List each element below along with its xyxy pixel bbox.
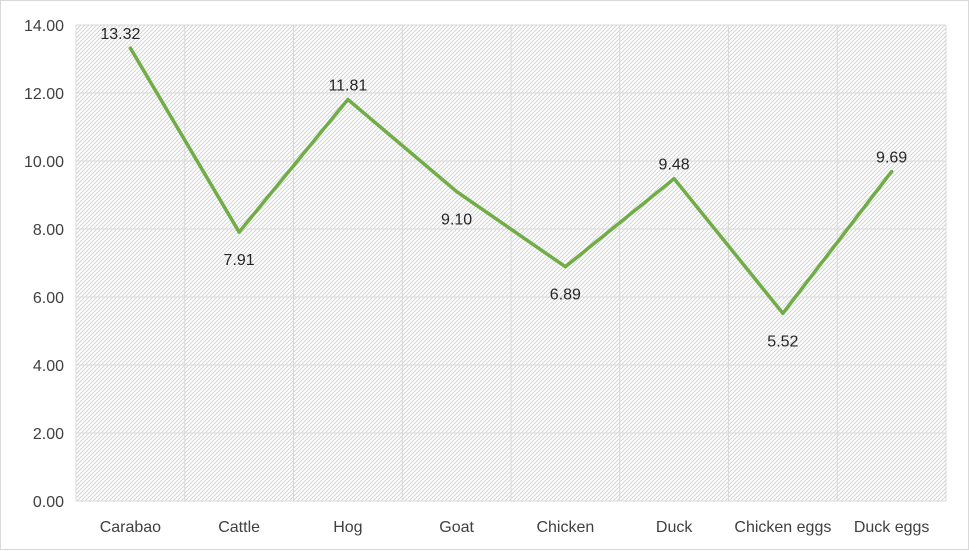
y-tick-label: 8.00 (33, 222, 64, 239)
y-tick-label: 0.00 (33, 494, 64, 511)
y-tick-label: 4.00 (33, 358, 64, 375)
data-point (890, 170, 894, 174)
data-label: 9.10 (441, 212, 472, 229)
x-tick-label: Carabao (100, 519, 161, 536)
x-tick-label: Cattle (218, 519, 260, 536)
data-label: 9.69 (876, 150, 907, 167)
data-point (455, 190, 459, 194)
data-label: 9.48 (659, 157, 690, 174)
data-point (346, 97, 350, 101)
y-tick-label: 2.00 (33, 426, 64, 443)
x-tick-label: Chicken (536, 519, 594, 536)
y-tick-label: 10.00 (24, 154, 64, 171)
data-point (563, 265, 567, 269)
series-line (128, 46, 894, 316)
data-label: 13.32 (100, 26, 140, 43)
x-tick-label: Hog (333, 519, 362, 536)
data-label: 11.81 (328, 77, 367, 94)
data-point (128, 46, 132, 50)
data-label: 7.91 (224, 252, 255, 269)
x-tick-label: Duck (656, 519, 693, 536)
data-label: 5.52 (767, 333, 798, 350)
data-point (237, 230, 241, 234)
x-tick-label: Goat (439, 519, 474, 536)
data-point (672, 177, 676, 181)
y-tick-label: 12.00 (24, 86, 64, 103)
y-tick-label: 6.00 (33, 290, 64, 307)
x-tick-label: Chicken eggs (734, 519, 831, 536)
y-tick-label: 14.00 (24, 18, 64, 35)
data-point (781, 311, 785, 315)
data-label: 6.89 (550, 287, 581, 304)
x-tick-label: Duck eggs (854, 519, 930, 536)
